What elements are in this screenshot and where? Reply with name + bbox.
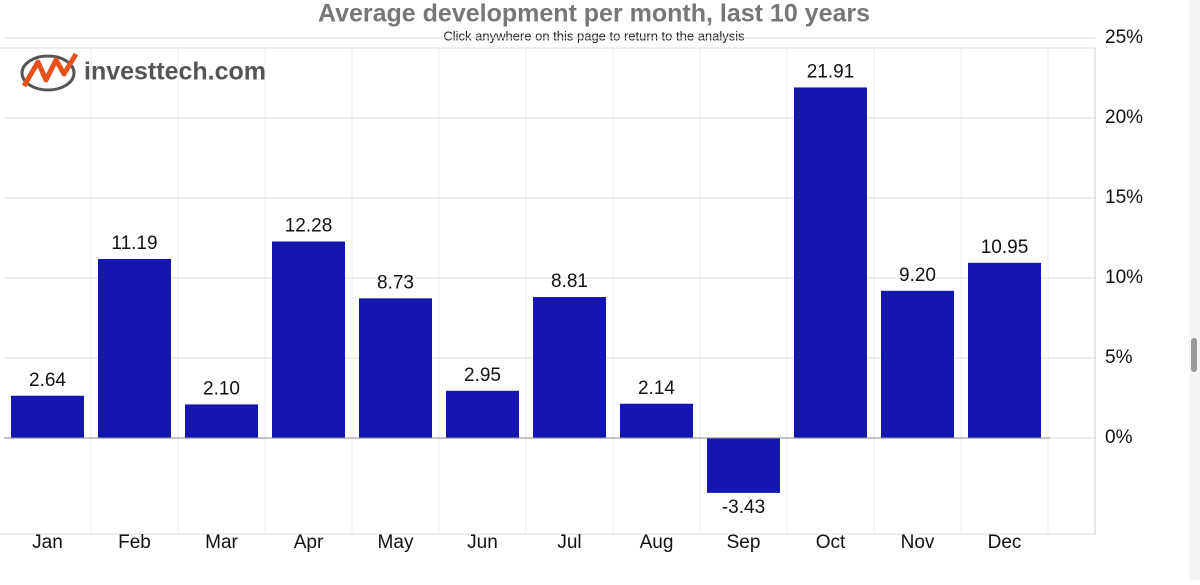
- bar: [794, 87, 867, 438]
- x-tick-label: Jan: [32, 532, 63, 553]
- scrollbar-track: [1189, 0, 1200, 580]
- x-tick-label: Oct: [816, 532, 846, 553]
- value-label: 9.20: [899, 265, 936, 286]
- x-tick-label: Feb: [118, 532, 151, 553]
- value-label: 2.14: [638, 378, 675, 399]
- value-label: 11.19: [111, 233, 157, 254]
- bar: [359, 298, 432, 438]
- value-label: 2.64: [29, 370, 66, 391]
- bar: [185, 404, 258, 438]
- bar: [968, 262, 1041, 438]
- x-tick-label: Dec: [988, 532, 1022, 553]
- x-tick-label: Jul: [557, 532, 581, 553]
- value-label: 8.81: [551, 271, 588, 292]
- value-label: 10.95: [981, 237, 1029, 258]
- y-tick-label: 10%: [1105, 267, 1143, 288]
- chart-title: Average development per month, last 10 y…: [318, 0, 870, 28]
- scrollbar-thumb[interactable]: [1191, 338, 1197, 372]
- value-label: -3.43: [722, 497, 765, 518]
- bar: [272, 241, 345, 438]
- y-tick-label: 5%: [1105, 347, 1133, 368]
- x-tick-label: Nov: [901, 532, 935, 553]
- value-label: 2.95: [464, 365, 501, 386]
- bar: [533, 297, 606, 438]
- value-label: 2.10: [203, 378, 240, 399]
- y-tick-label: 15%: [1105, 187, 1143, 208]
- chart-subtitle: Click anywhere on this page to return to…: [443, 28, 745, 43]
- value-label: 21.91: [807, 61, 855, 82]
- bar: [11, 395, 84, 438]
- logo-icon: [20, 52, 79, 92]
- x-tick-label: Sep: [727, 532, 761, 553]
- y-tick-label: 25%: [1105, 27, 1143, 48]
- x-tick-label: May: [378, 532, 414, 553]
- bar: [707, 438, 780, 493]
- bar: [446, 390, 519, 438]
- x-tick-label: Aug: [640, 532, 674, 553]
- bar: [98, 258, 171, 438]
- logo-text: investtech.com: [84, 58, 266, 86]
- y-tick-label: 20%: [1105, 107, 1143, 128]
- bar: [881, 290, 954, 438]
- y-tick-label: 0%: [1105, 427, 1133, 448]
- x-tick-label: Jun: [467, 532, 498, 553]
- value-label: 8.73: [377, 272, 414, 293]
- x-tick-label: Apr: [294, 532, 324, 553]
- bar: [620, 403, 693, 438]
- value-label: 12.28: [285, 216, 333, 237]
- x-tick-label: Mar: [205, 532, 238, 553]
